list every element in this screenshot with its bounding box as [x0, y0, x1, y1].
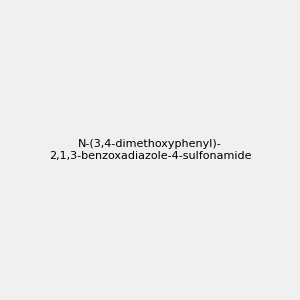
Text: N-(3,4-dimethoxyphenyl)-
2,1,3-benzoxadiazole-4-sulfonamide: N-(3,4-dimethoxyphenyl)- 2,1,3-benzoxadi…: [49, 139, 251, 161]
